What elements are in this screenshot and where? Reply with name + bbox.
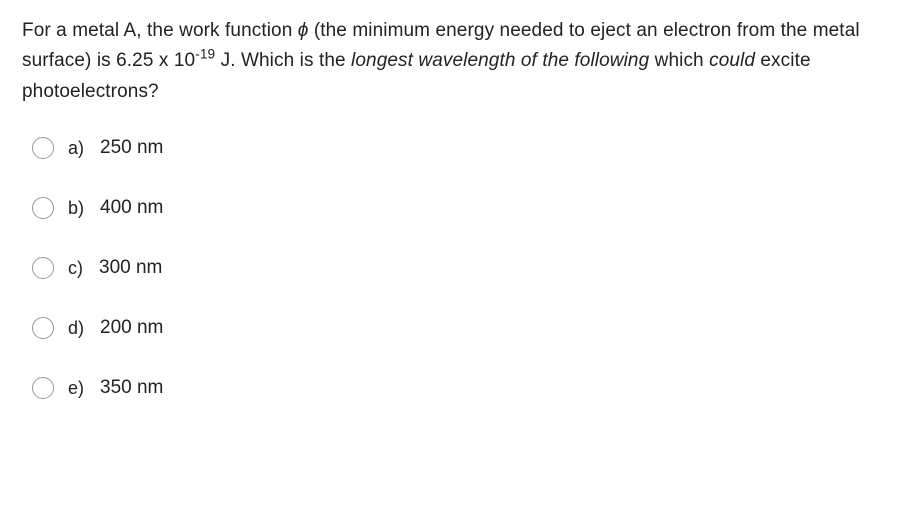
option-text: 350 nm: [100, 377, 163, 399]
option-text: 400 nm: [100, 197, 163, 219]
question-part3: J. Which is the: [215, 50, 351, 71]
option-text: 200 nm: [100, 317, 163, 339]
radio-icon[interactable]: [32, 317, 54, 339]
option-a[interactable]: a) 250 nm: [32, 137, 888, 159]
option-e[interactable]: e) 350 nm: [32, 377, 888, 399]
option-letter: c): [68, 258, 83, 279]
phi-symbol: ϕ: [298, 20, 309, 41]
radio-icon[interactable]: [32, 377, 54, 399]
option-b[interactable]: b) 400 nm: [32, 197, 888, 219]
option-letter: d): [68, 318, 84, 339]
radio-icon[interactable]: [32, 137, 54, 159]
option-text: 300 nm: [99, 257, 162, 279]
exponent: -19: [195, 47, 215, 62]
option-letter: a): [68, 138, 84, 159]
radio-icon[interactable]: [32, 197, 54, 219]
option-d[interactable]: d) 200 nm: [32, 317, 888, 339]
option-letter: e): [68, 378, 84, 399]
question-italic1: longest wavelength of the following: [351, 50, 649, 71]
question-part1: For a metal A, the work function: [22, 20, 298, 41]
option-text: 250 nm: [100, 137, 163, 159]
option-letter: b): [68, 198, 84, 219]
option-c[interactable]: c) 300 nm: [32, 257, 888, 279]
question-part4: which: [649, 50, 709, 71]
question-prompt: For a metal A, the work function ϕ (the …: [22, 16, 888, 107]
radio-icon[interactable]: [32, 257, 54, 279]
options-group: a) 250 nm b) 400 nm c) 300 nm d) 200 nm …: [22, 137, 888, 399]
question-italic2: could: [709, 50, 755, 71]
